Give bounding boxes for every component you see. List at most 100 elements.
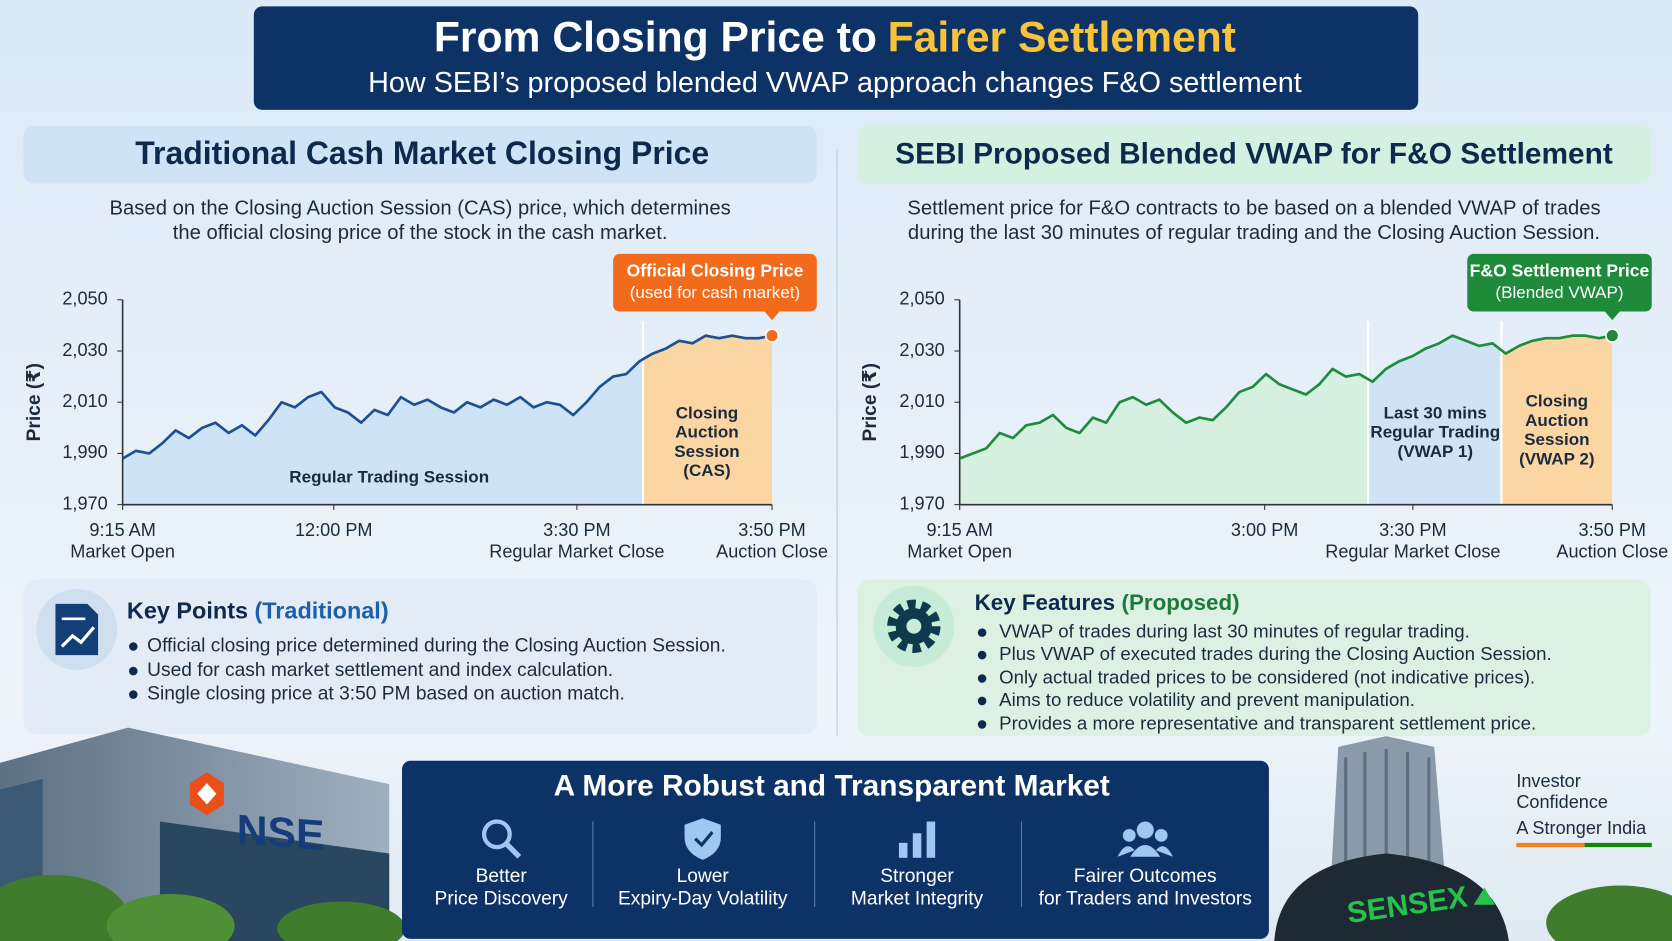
description: Settlement price for F&O contracts to be… [907, 197, 1600, 219]
y-tick-label: 2,030 [899, 340, 944, 360]
callout-pointer [764, 311, 780, 321]
bars-icon [898, 842, 908, 858]
tree [0, 874, 128, 941]
region-label: (VWAP 2) [1519, 449, 1594, 468]
callout-text: F&O Settlement Price [1470, 261, 1650, 281]
price-line [959, 334, 1613, 460]
search-icon [504, 842, 522, 859]
bullet [129, 666, 138, 676]
side-text: Investor [1516, 771, 1580, 791]
header-banner [253, 6, 1419, 110]
callout-text: (Blended VWAP) [1495, 283, 1623, 302]
key-item: Used for cash market settlement and inde… [147, 660, 613, 681]
x-tick-label: 3:00 PM [1231, 520, 1298, 540]
y-tick-label: 1,990 [899, 442, 944, 462]
y-tick-label: 2,030 [62, 340, 107, 360]
region-label: Session [674, 442, 739, 461]
bullet [977, 650, 987, 660]
key-item: Single closing price at 3:50 PM based on… [147, 684, 625, 705]
people-icon [1154, 828, 1168, 842]
callout-text: (used for cash market) [630, 283, 800, 302]
search-icon [481, 819, 512, 850]
footer-item: Fairer Outcomes [1074, 866, 1217, 887]
settlement-dot [764, 328, 780, 343]
y-tick-label: 2,010 [899, 391, 944, 411]
description: the official closing price of the stock … [173, 222, 668, 244]
key-points-box [857, 579, 1651, 737]
bullet [129, 642, 138, 651]
panel-header [857, 125, 1651, 184]
people-icon [1122, 828, 1136, 842]
people-icon [1136, 821, 1154, 839]
footer-item: Lower [677, 866, 730, 887]
y-axis-label: Price (₹) [860, 363, 881, 441]
footer-item: Expiry-Day Volatility [618, 888, 788, 909]
title-main: From Closing Price to [434, 14, 877, 62]
side-text: Confidence [1516, 792, 1608, 812]
bullet [977, 720, 987, 729]
key-title-note: (Traditional) [254, 598, 388, 624]
tree [106, 894, 235, 941]
footer-item: Better [476, 866, 528, 887]
footer-item: for Traders and Investors [1039, 888, 1252, 909]
bars-icon [912, 833, 922, 858]
nse-text: NSE [237, 806, 325, 860]
key-points-box [23, 579, 817, 735]
sensex-band [1274, 853, 1509, 941]
people-icon [1117, 844, 1173, 857]
key-title: Key Points (Traditional) [127, 598, 389, 624]
footer-title: A More Robust and Transparent Market [554, 769, 1110, 802]
callout-box [613, 253, 817, 312]
tree [1546, 885, 1672, 941]
x-tick-label: 3:30 PM [1379, 520, 1446, 540]
x-tick-label: 3:50 PM [1579, 520, 1646, 540]
price-line [121, 334, 773, 460]
footer-item: Price Discovery [435, 888, 569, 909]
key-title: Key Features (Proposed) [975, 590, 1240, 615]
x-tick-label: Market Open [907, 541, 1012, 561]
panel-title: Traditional Cash Market Closing Price [135, 135, 709, 171]
gear-hole [906, 618, 922, 634]
x-tick-label: Regular Market Close [1325, 541, 1500, 561]
session-region [642, 335, 773, 505]
settlement-dot [1605, 328, 1620, 343]
key-title-note: (Proposed) [1122, 590, 1240, 615]
sensex-arrow [1473, 887, 1495, 905]
y-tick-label: 2,010 [62, 391, 107, 411]
y-tick-label: 1,990 [62, 442, 107, 462]
region-label: Auction [675, 423, 738, 442]
x-tick-label: Regular Market Close [489, 541, 664, 561]
key-item: VWAP of trades during last 30 minutes of… [999, 621, 1470, 642]
region-label: Last 30 mins [1384, 403, 1487, 422]
y-tick-label: 2,050 [899, 289, 944, 309]
panel-title: SEBI Proposed Blended VWAP for F&O Settl… [895, 138, 1613, 171]
region-label: Regular Trading [1370, 423, 1500, 442]
title-highlight: Fairer Settlement [888, 14, 1236, 62]
bars-icon [926, 821, 936, 858]
region-label: Session [1524, 430, 1589, 449]
side-text: A Stronger India [1516, 818, 1647, 838]
session-region [1501, 335, 1613, 505]
bullet [977, 628, 987, 637]
tree [277, 901, 406, 941]
key-item: Only actual traded prices to be consider… [999, 666, 1535, 687]
footer-box [402, 760, 1269, 939]
key-item: Plus VWAP of executed trades during the … [999, 643, 1552, 664]
x-tick-label: 9:15 AM [89, 520, 155, 540]
title: From Closing Price to Fairer Settlement [434, 14, 1236, 62]
shield-check [694, 831, 714, 848]
key-item: Official closing price determined during… [147, 636, 726, 657]
key-item: Aims to reduce volatility and prevent ma… [999, 689, 1415, 710]
description: during the last 30 minutes of regular tr… [908, 222, 1600, 244]
region-label: Closing [1526, 392, 1588, 411]
bse-ribs [1344, 748, 1431, 939]
callout-text: Official Closing Price [627, 261, 804, 281]
callout-box [1467, 253, 1652, 312]
x-tick-label: Auction Close [716, 541, 828, 561]
region-label: Regular Trading Session [289, 467, 489, 486]
panel-header [23, 125, 817, 184]
doc-icon-chart [60, 626, 96, 648]
y-tick-label: 1,970 [62, 493, 107, 513]
